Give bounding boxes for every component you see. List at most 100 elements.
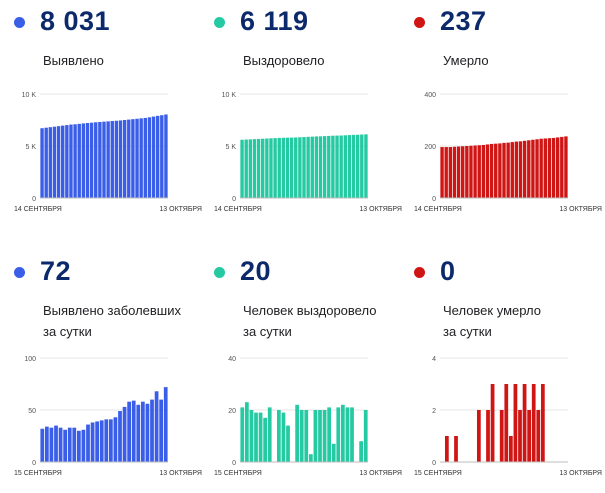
bar (159, 399, 164, 462)
panel-recovered-daily: 20 Человек выздоровело за сутки 0 20 40 15 … (210, 250, 405, 490)
bar (510, 142, 514, 198)
bar (131, 400, 136, 462)
bar (155, 115, 160, 198)
bar (318, 136, 323, 198)
bar (54, 425, 58, 462)
bar (89, 122, 94, 198)
bar (285, 137, 290, 198)
bar (560, 136, 564, 198)
bar (327, 135, 331, 198)
bar (244, 402, 249, 462)
bar (490, 384, 495, 462)
bar (345, 407, 350, 462)
bar (531, 139, 535, 198)
died-chart: 0 200 400 14 СЕНТЯБРЯ 13 ОКТЯБРЯ (414, 92, 602, 213)
bar (522, 384, 527, 462)
bar (506, 142, 510, 198)
bar (502, 142, 506, 198)
x-tick-end: 13 ОКТЯБРЯ (159, 470, 202, 477)
bar (306, 136, 310, 198)
bar (44, 426, 49, 462)
bar (465, 146, 469, 198)
bar (322, 410, 327, 462)
bar (110, 121, 114, 198)
bar (73, 124, 77, 198)
bar (286, 425, 290, 462)
bar (248, 139, 253, 198)
bar (94, 122, 98, 198)
bar (127, 401, 132, 462)
x-tick-start: 15 СЕНТЯБРЯ (14, 470, 62, 477)
bar (140, 401, 145, 462)
bar (564, 136, 568, 198)
bar (40, 128, 44, 198)
bar (56, 126, 61, 198)
bar (302, 137, 306, 198)
y-tick-label: 50 (28, 408, 36, 415)
bar (476, 410, 481, 462)
bar (555, 137, 560, 198)
bar (164, 114, 168, 198)
bar (336, 407, 341, 462)
y-tick-label: 5 K (225, 144, 236, 151)
detected-daily-total: 72 (40, 256, 72, 286)
bar (67, 427, 72, 462)
panel-detected: 8 031 Выявлено 0 5 K 10 K 14 СЕНТЯБРЯ 13 ОКТ… (10, 0, 205, 240)
bar (351, 134, 356, 198)
detected-total: 8 031 (40, 6, 111, 36)
bar (52, 126, 57, 198)
x-tick-start: 15 СЕНТЯБРЯ (414, 470, 462, 477)
bar (145, 403, 150, 462)
bar (114, 120, 119, 198)
bar (258, 412, 263, 462)
bar (360, 134, 364, 198)
x-tick-end: 13 ОКТЯБРЯ (159, 206, 202, 213)
bar (504, 384, 509, 462)
bar (539, 138, 543, 198)
bar (308, 454, 313, 462)
y-tick-label: 20 (228, 408, 236, 415)
recovered-daily-total: 20 (240, 256, 272, 286)
x-tick-start: 15 СЕНТЯБРЯ (214, 470, 262, 477)
bar (499, 410, 504, 462)
bar (304, 410, 309, 462)
x-tick-start: 14 СЕНТЯБРЯ (214, 206, 262, 213)
bar (461, 146, 465, 198)
bar (355, 134, 360, 198)
bar (536, 410, 541, 462)
bar (99, 420, 104, 462)
bar (154, 391, 159, 462)
bar (265, 138, 269, 198)
bar (518, 141, 523, 198)
panel-detected-daily: 72 Выявлено заболевших за сутки 0 50 100 15… (10, 250, 205, 490)
bar (514, 141, 519, 198)
bar (256, 138, 261, 198)
bar (147, 117, 152, 198)
bar (273, 138, 277, 198)
bar (364, 134, 368, 198)
y-tick-label: 0 (432, 196, 436, 203)
bar (513, 384, 518, 462)
bar (363, 410, 368, 462)
bar (40, 428, 45, 462)
bar (498, 143, 502, 198)
bar (150, 399, 154, 462)
recovered-total: 6 119 (240, 6, 309, 36)
x-tick-end: 13 ОКТЯБРЯ (359, 470, 402, 477)
bar (85, 123, 90, 198)
bar (135, 118, 139, 198)
bar (240, 139, 244, 198)
bar (531, 384, 536, 462)
detected-daily-chart: 0 50 100 15 СЕНТЯБРЯ 13 ОКТЯБРЯ (14, 356, 202, 477)
bar (289, 137, 294, 198)
bar (339, 135, 343, 198)
y-tick-label: 0 (432, 460, 436, 467)
bar (276, 410, 281, 462)
panel-died: 237 Умерло 0 200 400 14 СЕНТЯБРЯ 13 ОКТЯБРЯ (410, 0, 605, 240)
bar (454, 436, 458, 462)
y-tick-label: 2 (432, 408, 436, 415)
bar (318, 410, 322, 462)
bar (508, 436, 513, 462)
bar (522, 140, 527, 198)
bar (263, 417, 268, 462)
